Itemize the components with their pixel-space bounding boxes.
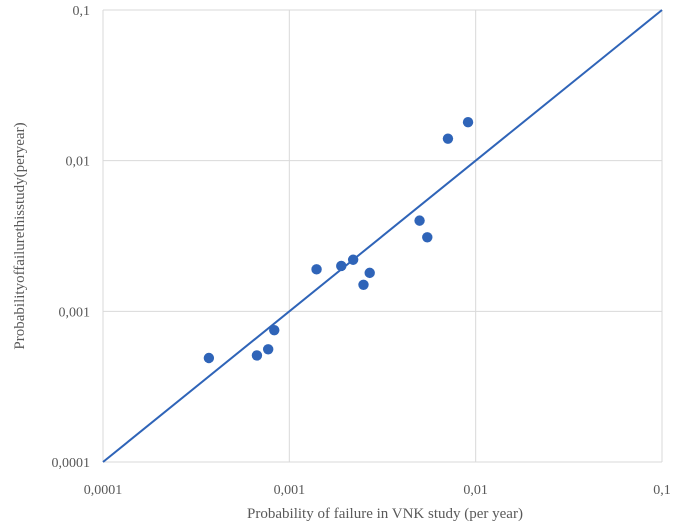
data-point (269, 324, 280, 336)
data-point (251, 350, 263, 361)
label-layer: Probability of failure in VNK study (per… (12, 122, 523, 522)
data-point (414, 215, 425, 226)
data-point (311, 264, 322, 275)
point-layer (203, 117, 474, 364)
grid-layer (102, 9, 663, 463)
reference-line-layer (102, 9, 663, 463)
data-point (422, 232, 433, 243)
x-tick-label: 0,1 (653, 483, 671, 498)
axis-layer: 0,0001 0,001 0,01 0,1 0,0001 0,001 0,01 0,1 (52, 4, 671, 498)
data-point (262, 344, 274, 355)
x-axis-title: Probability of failure in VNK study (per… (247, 506, 523, 522)
data-point (462, 117, 474, 128)
y-tick-label: 0,1 (73, 4, 91, 19)
data-point (364, 267, 375, 279)
y-tick-label: 0,001 (59, 305, 91, 320)
data-point (336, 260, 347, 272)
reference-line (102, 9, 663, 463)
x-tick-label: 0,0001 (84, 483, 123, 498)
data-point (442, 133, 454, 144)
x-tick-label: 0,001 (274, 483, 306, 498)
y-tick-label: 0,0001 (52, 456, 91, 471)
data-point (358, 279, 369, 291)
data-point (347, 254, 359, 265)
y-axis-title: Probabilityoffailurethisstudy(peryear) (12, 122, 28, 349)
y-tick-label: 0,01 (66, 155, 91, 170)
data-point (203, 352, 215, 364)
x-tick-label: 0,01 (463, 483, 488, 498)
